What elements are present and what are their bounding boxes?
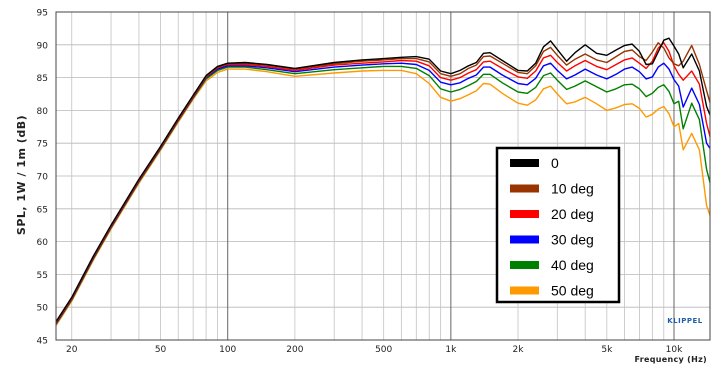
curves — [55, 37, 711, 326]
legend-label: 50 deg — [551, 283, 594, 299]
legend-swatch — [510, 210, 539, 218]
y-axis-label: SPL, 1W / 1m (dB) — [15, 115, 28, 235]
x-tick-label: 1k — [445, 345, 457, 355]
series-line — [55, 68, 711, 326]
legend-label: 30 deg — [551, 232, 594, 248]
y-tick-label: 50 — [37, 304, 49, 314]
legend-label: 10 deg — [551, 181, 594, 197]
x-tick-label: 5k — [601, 345, 613, 355]
x-tick-label: 500 — [375, 345, 392, 355]
y-tick-label: 80 — [37, 107, 49, 117]
legend-swatch — [510, 286, 539, 295]
tick-labels: 45 50 55 60 65 70 75 80 85 90 95 20 50 100 200 500 1k 2k 5… — [37, 9, 684, 356]
series-line — [55, 37, 711, 322]
legend-swatch — [510, 235, 539, 244]
series-line — [55, 65, 711, 325]
y-tick-label: 85 — [37, 74, 48, 84]
series-line — [55, 62, 711, 324]
x-tick-label: 200 — [286, 345, 303, 355]
y-tick-label: 60 — [37, 238, 49, 248]
x-tick-label: 100 — [219, 345, 236, 355]
y-tick-label: 95 — [37, 9, 48, 19]
y-tick-label: 65 — [37, 205, 48, 215]
logo: KLIPPEL — [667, 317, 703, 325]
x-axis-label: Frequency (Hz) — [635, 355, 707, 364]
y-tick-label: 45 — [37, 337, 48, 347]
legend-label: 20 deg — [551, 206, 594, 222]
legend-items: 0 10 deg 20 deg 30 deg 40 deg 50 deg — [510, 155, 594, 299]
x-tick-label: 10k — [666, 345, 683, 355]
legend-label: 40 deg — [551, 257, 594, 273]
y-tick-label: 90 — [37, 41, 49, 51]
legend-swatch — [510, 159, 539, 167]
x-tick-label: 20 — [66, 345, 78, 355]
legend: 0 10 deg 20 deg 30 deg 40 deg 50 deg — [495, 146, 621, 304]
legend-label: 0 — [551, 155, 559, 171]
legend-swatch — [510, 261, 539, 269]
y-tick-label: 70 — [37, 173, 49, 183]
x-tick-label: 50 — [155, 345, 167, 355]
y-tick-label: 55 — [37, 271, 48, 281]
legend-box — [495, 146, 621, 304]
y-tick-label: 75 — [37, 140, 48, 150]
legend-swatch — [510, 184, 539, 193]
plot-frame — [55, 11, 711, 341]
x-tick-label: 2k — [513, 345, 525, 355]
